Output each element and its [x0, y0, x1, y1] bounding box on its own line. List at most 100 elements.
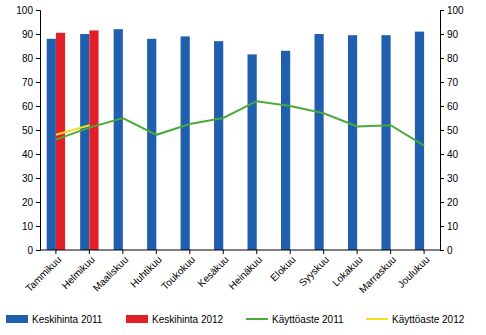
- tick: 70: [440, 77, 459, 88]
- y2-axis: 0102030405060708090100: [440, 5, 464, 256]
- tick-mark: [36, 34, 40, 35]
- tick-label: Syyskuu: [297, 254, 332, 289]
- tick-mark: [440, 250, 444, 251]
- tick-mark: [36, 250, 40, 251]
- tick: 30: [22, 173, 40, 184]
- tick: 60: [440, 101, 459, 112]
- tick-mark: [36, 106, 40, 107]
- plot: 0102030405060708090100010203040506070809…: [16, 5, 464, 295]
- legend-item: Käyttöaste 2011: [246, 314, 344, 325]
- legend-item: Keskihinta 2011: [6, 314, 103, 325]
- x-axis: TammikuuHelmikuuMaaliskuuHuhtikuuToukoku…: [23, 250, 440, 295]
- tick-label: Tammikuu: [23, 254, 63, 294]
- tick-mark: [440, 178, 444, 179]
- tick: 70: [22, 77, 40, 88]
- tick: 10: [22, 221, 40, 232]
- tick: 0: [440, 245, 453, 256]
- line: [56, 125, 89, 135]
- tick-label: 20: [447, 197, 459, 208]
- legend-label: Käyttöaste 2012: [392, 314, 465, 325]
- tick-mark: [223, 250, 224, 254]
- tick: 0: [27, 245, 40, 256]
- tick-mark: [440, 58, 444, 59]
- legend-key: [246, 318, 268, 320]
- tick-mark: [390, 250, 391, 254]
- tick-mark: [36, 202, 40, 203]
- tick-label: 70: [22, 77, 34, 88]
- tick-label: 50: [22, 125, 34, 136]
- tick-mark: [440, 34, 444, 35]
- axis-line: [40, 250, 440, 251]
- tick-label: Elokuu: [268, 254, 297, 283]
- tick: 50: [440, 125, 459, 136]
- tick-mark: [440, 130, 444, 131]
- tick-label: 60: [447, 101, 459, 112]
- tick-mark: [36, 154, 40, 155]
- tick-label: 40: [447, 149, 459, 160]
- bar: [47, 39, 56, 250]
- legend-item: Käyttöaste 2012: [366, 314, 465, 325]
- bar: [114, 29, 123, 250]
- tick: Kesäkuu: [195, 250, 230, 289]
- tick-mark: [89, 250, 90, 254]
- tick: 90: [22, 29, 40, 40]
- tick: 40: [440, 149, 459, 160]
- legend-label: Käyttöaste 2011: [272, 314, 344, 325]
- legend-item: Keskihinta 2012: [126, 314, 224, 325]
- tick-mark: [36, 178, 40, 179]
- legend-key: [366, 318, 388, 320]
- tick-mark: [36, 58, 40, 59]
- bar: [147, 39, 156, 250]
- tick-mark: [36, 130, 40, 131]
- tick-label: 40: [22, 149, 34, 160]
- tick-label: Marraskuu: [357, 254, 398, 295]
- chart: 0102030405060708090100010203040506070809…: [0, 0, 486, 335]
- y-axis: 0102030405060708090100: [16, 5, 40, 256]
- tick-label: 90: [22, 29, 34, 40]
- tick-label: 0: [447, 245, 453, 256]
- tick-label: Maaliskuu: [91, 254, 131, 294]
- tick-label: 30: [22, 173, 34, 184]
- line: [56, 101, 424, 145]
- tick: Maaliskuu: [91, 250, 131, 294]
- tick: 80: [22, 53, 40, 64]
- tick-mark: [440, 106, 444, 107]
- tick: 60: [22, 101, 40, 112]
- axis-line: [441, 11, 445, 251]
- tick-mark: [440, 154, 444, 155]
- bar: [314, 34, 323, 250]
- legend-key: [126, 315, 148, 323]
- tick: 90: [440, 29, 459, 40]
- bar: [80, 34, 89, 250]
- bar: [214, 41, 223, 250]
- bar: [248, 54, 257, 250]
- legend: Keskihinta 2011 Keskihinta 2012 Käyttöaste…: [6, 314, 465, 325]
- tick: 40: [22, 149, 40, 160]
- tick-mark: [189, 250, 190, 254]
- tick-label: 80: [22, 53, 34, 64]
- bar: [181, 36, 190, 250]
- bar: [89, 30, 98, 250]
- tick-mark: [256, 250, 257, 254]
- tick-mark: [440, 226, 444, 227]
- tick-label: 80: [447, 53, 459, 64]
- tick-label: 0: [27, 245, 33, 256]
- tick: Lokakuu: [330, 250, 365, 288]
- tick: 100: [440, 5, 464, 16]
- axis-line: [36, 11, 41, 251]
- tick: Joulukuu: [395, 250, 431, 290]
- tick: 80: [440, 53, 459, 64]
- tick-label: 20: [22, 197, 34, 208]
- legend-label: Keskihinta 2011: [32, 314, 103, 325]
- tick-mark: [323, 250, 324, 254]
- tick-label: 10: [22, 221, 34, 232]
- tick-label: 100: [447, 5, 464, 16]
- tick-mark: [36, 82, 40, 83]
- bar: [381, 35, 390, 250]
- tick-mark: [440, 82, 444, 83]
- tick: Toukokuu: [159, 250, 197, 292]
- tick-label: Lokakuu: [330, 254, 365, 289]
- tick: Marraskuu: [357, 250, 398, 295]
- tick-label: Heinäkuu: [226, 254, 264, 292]
- tick-label: 90: [447, 29, 459, 40]
